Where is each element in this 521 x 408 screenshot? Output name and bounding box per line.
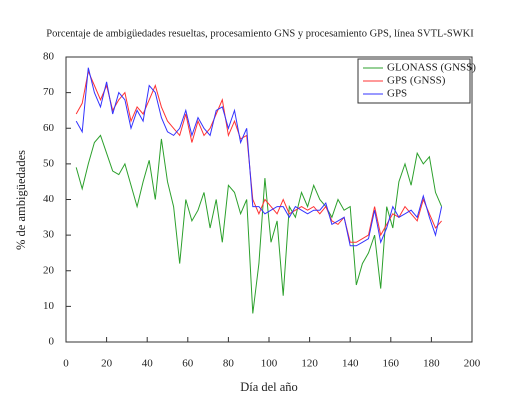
y-tick-label: 40 [43,193,55,205]
chart-title: Porcentaje de ambigüedades resueltas, pr… [46,28,474,39]
series-line [75,67,443,247]
legend-label: GPS [387,88,407,100]
x-tick-label: 180 [423,358,440,370]
x-tick-label: 100 [261,358,278,370]
y-tick-label: 10 [43,300,55,312]
x-tick-label: 60 [182,358,194,370]
y-tick-label: 20 [43,264,55,276]
y-tick-label: 30 [43,229,55,241]
x-tick-label: 200 [464,358,481,370]
x-tick-label: 140 [342,358,359,370]
y-tick-label: 0 [49,336,55,348]
y-tick-label: 60 [43,122,55,134]
x-tick-label: 160 [383,358,400,370]
y-tick-label: 80 [43,51,55,63]
x-tick-label: 0 [63,358,69,370]
y-tick-label: 70 [43,86,55,98]
x-tick-label: 20 [101,358,113,370]
series-line [75,69,442,243]
legend-label: GLONASS (GNSS) [387,62,476,74]
x-tick-label: 40 [142,358,154,370]
legend-label: GPS (GNSS) [387,75,446,87]
y-tick-label: 50 [43,157,55,169]
y-axis-label: % de ambigüedades [14,150,28,250]
x-axis-label: Día del año [240,380,298,394]
x-tick-label: 80 [223,358,235,370]
series-line [75,134,443,314]
x-tick-label: 120 [301,358,318,370]
